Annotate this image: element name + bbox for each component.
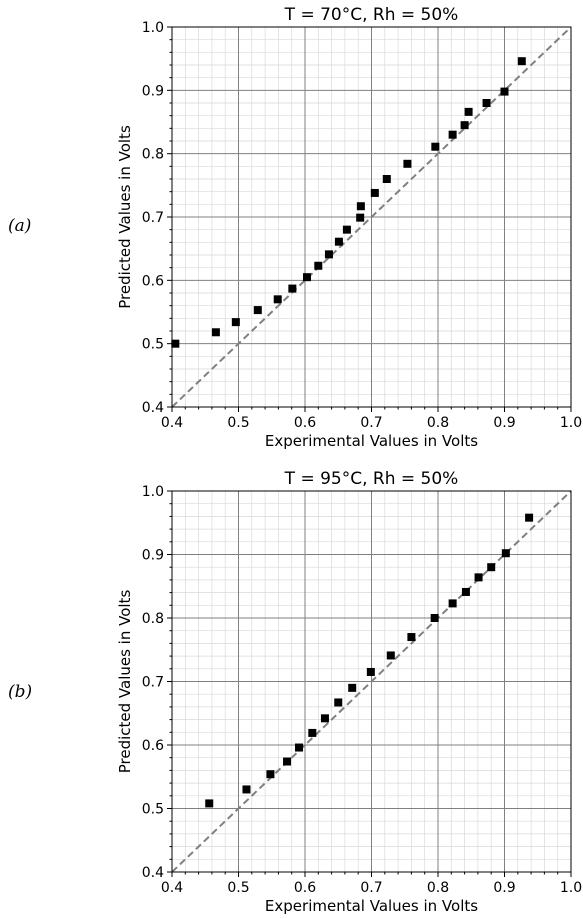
data-point (501, 549, 510, 558)
x-axis-label: Experimental Values in Volts (265, 897, 478, 915)
data-point (500, 87, 509, 96)
data-point (474, 573, 483, 582)
data-point (356, 213, 365, 222)
data-point (403, 159, 412, 168)
data-point (171, 339, 180, 348)
data-point (324, 250, 333, 259)
reference-line (171, 26, 572, 408)
y-axis-label: Predicted Values in Volts (116, 590, 134, 774)
y-tick-label: 0.4 (142, 865, 164, 881)
chart-title: T = 95°C, Rh = 50% (284, 469, 459, 489)
data-point (295, 743, 304, 752)
y-tick-label: 1.0 (142, 484, 164, 500)
chart-a: 0.4 0.5 0.6 0.7 0.8 0.9 1.0 0.4 0.5 0.6 0.7 0.8 0.9 1… (116, 5, 582, 450)
data-point (430, 614, 439, 622)
data-point (460, 121, 469, 130)
data-point (366, 667, 375, 676)
data-point (334, 698, 343, 707)
data-point (320, 714, 329, 723)
data-point (231, 318, 240, 327)
panel-label-a: (a) (8, 216, 32, 236)
data-point (448, 599, 457, 608)
y-tick-label: 0.5 (142, 337, 164, 353)
data-point (266, 770, 275, 779)
data-point (448, 130, 457, 139)
data-point (407, 633, 416, 642)
y-tick-label: 0.8 (142, 147, 164, 163)
y-tick-label: 0.8 (142, 611, 164, 627)
x-tick-label: 0.4 (161, 880, 183, 896)
y-tick-label: 0.7 (142, 210, 164, 226)
data-point (464, 107, 473, 116)
chart-b: 0.4 0.5 0.6 0.7 0.8 0.9 1.0 0.4 0.5 0.6 0.7 0.8 0.9 1… (116, 469, 582, 915)
x-tick-label: 0.5 (227, 415, 249, 431)
data-point (273, 295, 282, 304)
data-point (334, 237, 343, 246)
x-tick-label: 0.8 (427, 880, 449, 896)
data-point (314, 261, 323, 270)
x-tick-label: 0.8 (427, 415, 449, 431)
data-point (482, 99, 491, 107)
x-axis-label: Experimental Values in Volts (265, 432, 478, 450)
data-point (461, 587, 470, 596)
x-tick-label: 0.7 (360, 880, 382, 896)
data-point (308, 728, 317, 737)
x-tick-label: 0.9 (493, 880, 515, 896)
y-tick-label: 0.5 (142, 802, 164, 818)
data-point (302, 273, 311, 282)
panel-label-b: (b) (8, 682, 33, 702)
x-tick-label: 0.9 (493, 415, 515, 431)
data-point (517, 57, 526, 66)
reference-line (171, 490, 572, 873)
y-tick-label: 0.7 (142, 675, 164, 691)
y-tick-label: 0.4 (142, 400, 164, 416)
data-point (288, 284, 297, 293)
y-tick-label: 0.9 (142, 83, 164, 99)
data-point (431, 142, 440, 151)
data-point (356, 202, 365, 211)
data-point (283, 757, 292, 766)
data-point (525, 513, 534, 522)
data-point (205, 799, 214, 808)
y-tick-label: 1.0 (142, 20, 164, 36)
x-tick-label: 0.4 (161, 415, 183, 431)
data-point (487, 563, 496, 572)
data-point (342, 225, 351, 234)
x-tick-label: 0.6 (294, 415, 316, 431)
x-tick-label: 0.5 (227, 880, 249, 896)
x-tick-label: 0.7 (360, 415, 382, 431)
data-point (211, 328, 220, 337)
data-point (382, 175, 391, 183)
y-tick-label: 0.6 (142, 738, 164, 754)
y-tick-label: 0.6 (142, 273, 164, 289)
data-point (386, 651, 395, 660)
x-tick-label: 1.0 (560, 415, 582, 431)
data-point (253, 306, 262, 315)
y-tick-label: 0.9 (142, 548, 164, 564)
x-tick-label: 0.6 (294, 880, 316, 896)
x-tick-label: 1.0 (560, 880, 582, 896)
chart-title: T = 70°C, Rh = 50% (284, 5, 459, 25)
data-point (370, 188, 379, 197)
y-axis-label: Predicted Values in Volts (116, 125, 134, 309)
data-point (242, 785, 251, 794)
data-point (348, 683, 357, 692)
